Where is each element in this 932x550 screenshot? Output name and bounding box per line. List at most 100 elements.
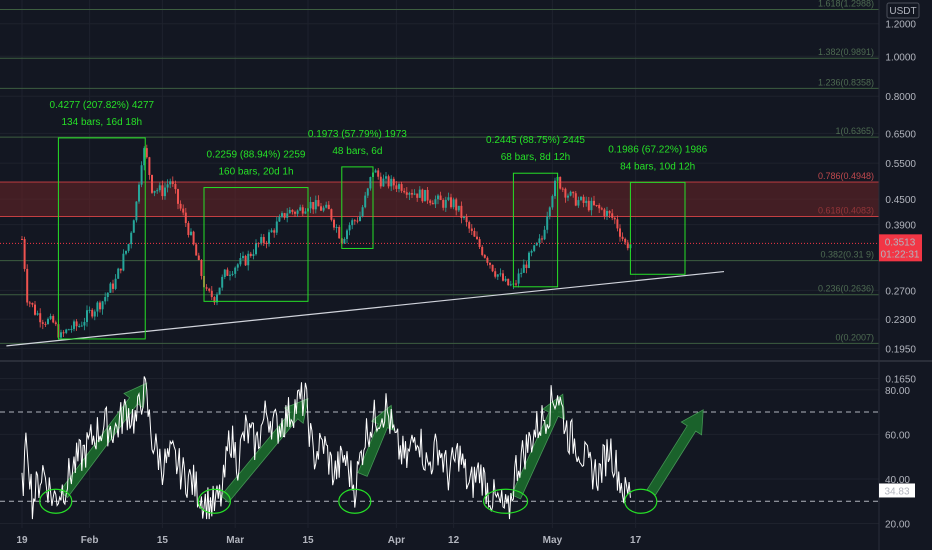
measure-box[interactable]	[203, 187, 309, 302]
candle-body	[564, 188, 567, 198]
candle-body	[23, 239, 26, 269]
candle-body	[444, 199, 447, 208]
rsi-axis-tick-label: 80.00	[885, 386, 910, 397]
candle-body	[109, 283, 112, 293]
candle-body	[88, 309, 91, 311]
candle-body	[483, 254, 486, 258]
candle-body	[507, 278, 510, 286]
measure-box-duration-label: 48 bars, 6d	[332, 146, 382, 157]
candle-body	[242, 255, 244, 259]
price-axis[interactable]: 1.2000 1.0000 0.8000 0.6500 0.5500 0.4500 0.39…	[885, 20, 916, 386]
measure-box[interactable]	[341, 166, 374, 249]
measure-box-change-label: 0.4277 (207.82%) 4277	[50, 100, 155, 111]
candle-body	[104, 297, 107, 302]
candle-body	[434, 199, 437, 205]
candle-body	[304, 211, 307, 214]
rsi-axis-tick-label: 60.00	[885, 430, 910, 441]
oversold-ellipses	[39, 488, 658, 514]
candle-body	[177, 189, 179, 204]
measure-box-change-label: 0.1986 (67.22%) 1986	[608, 144, 707, 155]
candle-body	[187, 223, 190, 235]
last-price-value: 0.3513	[885, 237, 916, 248]
candle-body	[21, 238, 23, 240]
candle-body	[166, 184, 169, 188]
candle-body	[522, 264, 525, 273]
measure-box-duration-label: 84 bars, 10d 12h	[620, 161, 695, 172]
candle-body	[392, 178, 395, 186]
candle-body	[99, 302, 101, 310]
candle-body	[28, 302, 31, 304]
candle-body	[127, 244, 130, 251]
price-axis-tick-label: 0.4500	[885, 195, 916, 206]
measure-box[interactable]	[629, 181, 686, 275]
candle-body	[426, 189, 429, 201]
ascending-trendline[interactable]	[6, 270, 725, 347]
candle-body	[60, 332, 62, 338]
fib-level-label: 0.382(0.31 9)	[820, 250, 874, 260]
candle-body	[603, 209, 606, 216]
time-axis-tick-label: 15	[157, 535, 169, 546]
resistance-zone-fill	[0, 182, 879, 217]
candle-body	[78, 326, 81, 328]
candle-body	[559, 176, 562, 189]
measure-box[interactable]	[57, 137, 146, 340]
rsi-line	[21, 376, 631, 520]
oversold-ellipse	[624, 488, 658, 514]
candle-body	[395, 185, 398, 189]
candle-body	[301, 207, 304, 214]
candle-body	[148, 157, 151, 175]
currency-badge[interactable]: USDT	[886, 2, 920, 19]
measure-box-change-label: 0.1973 (57.79%) 1973	[308, 129, 407, 140]
fib-level-label: 1.618(1.2988)	[818, 0, 874, 9]
candle-body	[585, 200, 588, 203]
rsi-trend-arrow	[357, 404, 395, 477]
candle-body	[400, 184, 403, 191]
candle-body	[36, 313, 39, 315]
candle-body	[390, 178, 393, 187]
candle-body	[96, 302, 99, 312]
rsi-axis-tick-label: 40.00	[885, 475, 910, 486]
candle-body	[275, 221, 278, 233]
fib-level-label: 1(0.6365)	[835, 126, 874, 136]
candle-body	[314, 200, 317, 210]
candle-body	[135, 201, 138, 221]
candle-body	[431, 202, 434, 205]
candle-body	[554, 180, 556, 197]
candle-body	[205, 287, 208, 289]
candle-body	[442, 200, 445, 208]
trendline-group	[6, 270, 725, 347]
currency-label: USDT	[889, 6, 916, 17]
time-axis[interactable]: 19 Feb 15 Mar 15 Apr 12 May 17	[16, 535, 641, 546]
candle-body	[611, 213, 614, 218]
candle-body	[593, 200, 595, 205]
candle-body	[192, 231, 195, 245]
candle-body	[83, 321, 86, 326]
rsi-trend-arrow	[646, 409, 704, 496]
candle-body	[54, 322, 57, 325]
candle-body	[210, 290, 213, 298]
candle-body	[67, 329, 70, 331]
candle-body	[49, 316, 52, 319]
price-pane[interactable]: 1.618(1.2988) 1.382(0.9891) 1.236(0.8358) 1…	[0, 0, 879, 347]
candle-body	[320, 206, 322, 211]
rsi-bands	[0, 411, 879, 502]
candle-body	[299, 207, 302, 211]
candle-body	[408, 193, 411, 195]
price-axis-tick-label: 0.2700	[885, 286, 916, 297]
candle-body	[164, 187, 166, 197]
candle-body	[619, 228, 621, 237]
candle-body	[179, 203, 182, 209]
candle-body	[520, 272, 523, 274]
candle-body	[218, 287, 221, 295]
rsi-pane[interactable]	[0, 376, 879, 520]
candle-body	[369, 177, 372, 189]
candle-body	[377, 170, 380, 177]
candle-body	[494, 271, 497, 277]
candle-body	[338, 227, 341, 239]
candle-body	[491, 264, 494, 272]
candle-body	[496, 274, 499, 277]
candle-body	[385, 176, 387, 179]
rsi-axis[interactable]: 80.00 60.00 40.00 20.00	[885, 386, 910, 531]
candle-body	[626, 242, 629, 249]
measure-box[interactable]	[512, 172, 559, 288]
